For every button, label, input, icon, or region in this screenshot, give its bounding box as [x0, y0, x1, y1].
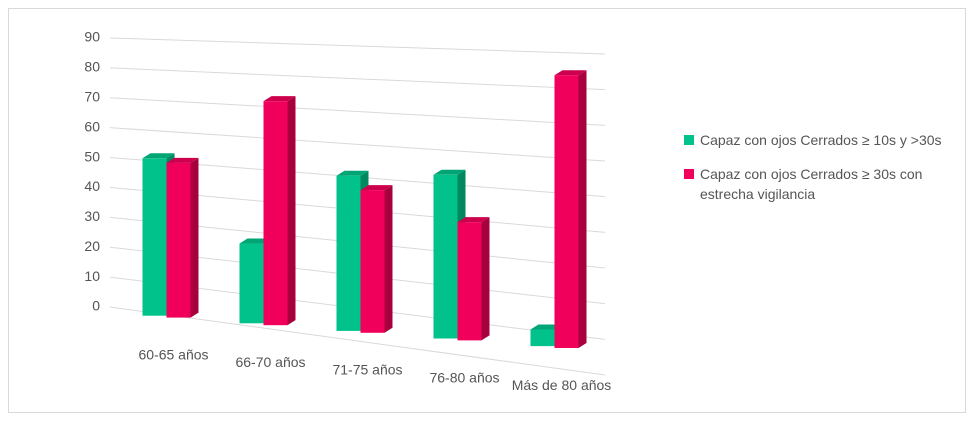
x-tick-label: 60-65 años [138, 347, 208, 363]
legend-swatch [684, 135, 694, 145]
bar-side [190, 157, 199, 318]
y-tick-label: 30 [84, 208, 100, 224]
bar-front [166, 162, 191, 318]
y-tick-label: 90 [84, 29, 100, 45]
bar-top [360, 185, 393, 191]
bar-side [287, 96, 296, 326]
bar-top [263, 96, 296, 102]
bar-side [578, 70, 587, 348]
grid-line [109, 37, 606, 55]
bar-front [239, 243, 264, 324]
bar-front [554, 75, 579, 348]
bar-front [360, 190, 385, 333]
bar [457, 217, 490, 341]
bar [360, 185, 393, 333]
grid-line [109, 127, 606, 162]
y-tick-label: 80 [84, 59, 100, 75]
legend-label: Capaz con ojos Cerrados ≥ 30s con estrec… [700, 166, 923, 202]
grid-line [109, 306, 606, 376]
grid-line [109, 97, 606, 126]
bar-top [142, 153, 175, 159]
x-tick-label: 71-75 años [332, 362, 402, 378]
bar [263, 96, 296, 326]
bar-top [457, 217, 490, 223]
legend: Capaz con ojos Cerrados ≥ 10s y >30s Capa… [684, 130, 964, 218]
bar-front [336, 175, 361, 331]
bar-front [457, 222, 482, 341]
bar-top [433, 169, 466, 175]
bar-front [142, 158, 167, 316]
bar-side [481, 217, 490, 341]
bar [554, 70, 587, 348]
bar-top [336, 170, 369, 176]
bar [166, 157, 199, 318]
bar-top [166, 157, 199, 163]
bar-front [263, 101, 288, 326]
x-tick-label: Más de 80 años [512, 377, 612, 393]
y-tick-label: 0 [92, 298, 100, 314]
chart-frame [8, 8, 966, 413]
y-tick-label: 70 [84, 88, 100, 104]
grid-line [109, 67, 606, 91]
y-tick-label: 20 [84, 238, 100, 254]
y-tick-label: 40 [84, 178, 100, 194]
bar-top [554, 70, 587, 76]
bar-front [530, 329, 555, 347]
y-tick-label: 50 [84, 148, 100, 164]
bar-front [433, 174, 458, 339]
bar-side [384, 185, 393, 333]
legend-item: Capaz con ojos Cerrados ≥ 10s y >30s [684, 130, 964, 150]
y-tick-label: 10 [84, 268, 100, 284]
legend-item: Capaz con ojos Cerrados ≥ 30s con estrec… [684, 164, 964, 204]
legend-swatch [684, 169, 694, 179]
x-tick-label: 66-70 años [235, 354, 305, 370]
y-tick-label: 60 [84, 118, 100, 134]
x-tick-label: 76-80 años [429, 369, 499, 385]
legend-label: Capaz con ojos Cerrados ≥ 10s y >30s [700, 132, 942, 148]
